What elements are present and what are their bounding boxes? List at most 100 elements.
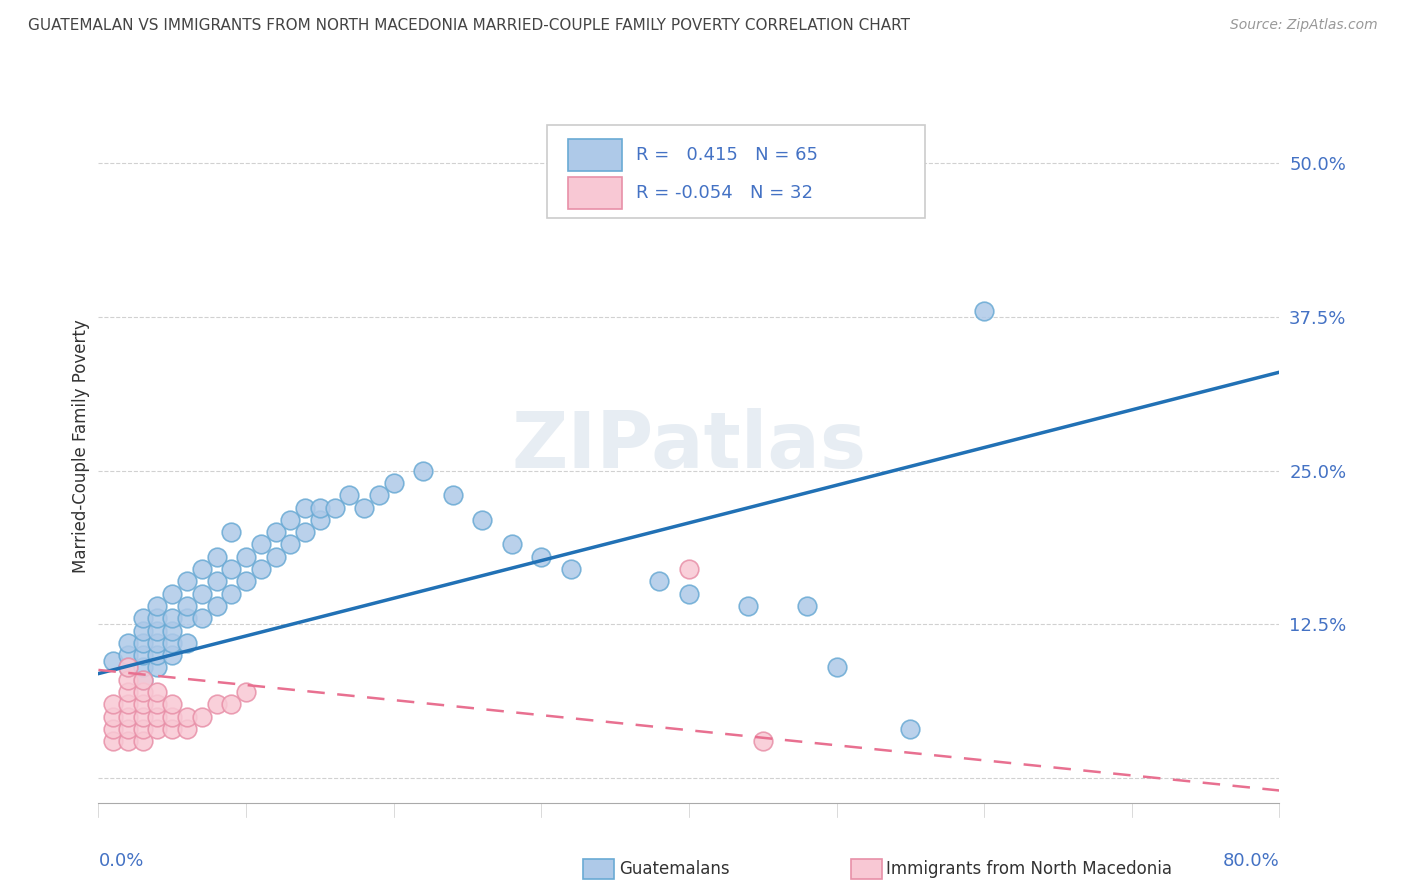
Point [146, 636, 169, 650]
Point [103, 654, 125, 668]
FancyBboxPatch shape [547, 125, 925, 218]
Point [176, 636, 198, 650]
Point [530, 549, 553, 564]
Point [737, 599, 759, 613]
Point [825, 660, 848, 674]
Point [560, 562, 582, 576]
Point [117, 660, 139, 674]
Point [278, 537, 302, 551]
Point [648, 574, 671, 589]
Point [309, 500, 332, 515]
Point [605, 193, 627, 207]
Point [471, 513, 494, 527]
Point [219, 562, 242, 576]
Point [191, 587, 214, 601]
Point [235, 574, 257, 589]
Point [146, 709, 169, 723]
Point [176, 574, 198, 589]
Point [191, 709, 214, 723]
Point [103, 734, 125, 748]
Point [441, 488, 464, 502]
Point [219, 587, 242, 601]
Point [796, 599, 818, 613]
Point [162, 698, 183, 712]
Point [678, 562, 700, 576]
Point [219, 525, 242, 540]
Point [117, 673, 139, 687]
Point [176, 709, 198, 723]
Point [235, 685, 257, 699]
Point [294, 500, 316, 515]
Text: 80.0%: 80.0% [1223, 852, 1279, 870]
Point [162, 624, 183, 638]
Point [117, 698, 139, 712]
Point [117, 685, 139, 699]
Point [132, 624, 155, 638]
Text: Immigrants from North Macedonia: Immigrants from North Macedonia [886, 860, 1171, 878]
Point [132, 636, 155, 650]
Point [412, 464, 434, 478]
Point [162, 587, 183, 601]
Point [250, 562, 273, 576]
Text: R =   0.415   N = 65: R = 0.415 N = 65 [636, 146, 818, 164]
FancyBboxPatch shape [568, 177, 621, 209]
Point [103, 709, 125, 723]
Point [146, 599, 169, 613]
Point [309, 513, 332, 527]
Point [191, 611, 214, 625]
Point [176, 722, 198, 736]
Point [191, 562, 214, 576]
Point [132, 722, 155, 736]
Point [132, 673, 155, 687]
Point [205, 574, 228, 589]
Point [146, 722, 169, 736]
Point [205, 698, 228, 712]
Point [132, 734, 155, 748]
Point [132, 648, 155, 662]
Point [132, 698, 155, 712]
Point [382, 475, 405, 490]
Point [117, 722, 139, 736]
Point [132, 709, 155, 723]
Point [132, 685, 155, 699]
Text: GUATEMALAN VS IMMIGRANTS FROM NORTH MACEDONIA MARRIED-COUPLE FAMILY POVERTY CORR: GUATEMALAN VS IMMIGRANTS FROM NORTH MACE… [28, 18, 910, 33]
Point [205, 549, 228, 564]
Point [162, 636, 183, 650]
Point [132, 660, 155, 674]
Point [117, 648, 139, 662]
Point [132, 611, 155, 625]
Text: Guatemalans: Guatemalans [619, 860, 730, 878]
Point [678, 587, 700, 601]
Text: R = -0.054   N = 32: R = -0.054 N = 32 [636, 184, 813, 202]
Point [264, 549, 287, 564]
Point [103, 722, 125, 736]
Point [900, 722, 922, 736]
Point [103, 698, 125, 712]
Point [176, 599, 198, 613]
Point [162, 709, 183, 723]
Point [353, 500, 375, 515]
Point [146, 611, 169, 625]
Point [146, 698, 169, 712]
Point [117, 734, 139, 748]
Point [973, 303, 995, 318]
Point [117, 660, 139, 674]
Point [146, 624, 169, 638]
Point [176, 611, 198, 625]
Point [501, 537, 523, 551]
Point [751, 734, 773, 748]
Point [146, 685, 169, 699]
Point [205, 599, 228, 613]
Point [294, 525, 316, 540]
Point [323, 500, 346, 515]
Y-axis label: Married-Couple Family Poverty: Married-Couple Family Poverty [72, 319, 90, 573]
Point [219, 698, 242, 712]
Point [235, 549, 257, 564]
Point [162, 611, 183, 625]
Text: ZIPatlas: ZIPatlas [512, 408, 866, 484]
Point [368, 488, 391, 502]
Point [117, 636, 139, 650]
Point [132, 673, 155, 687]
Point [162, 722, 183, 736]
Point [162, 648, 183, 662]
